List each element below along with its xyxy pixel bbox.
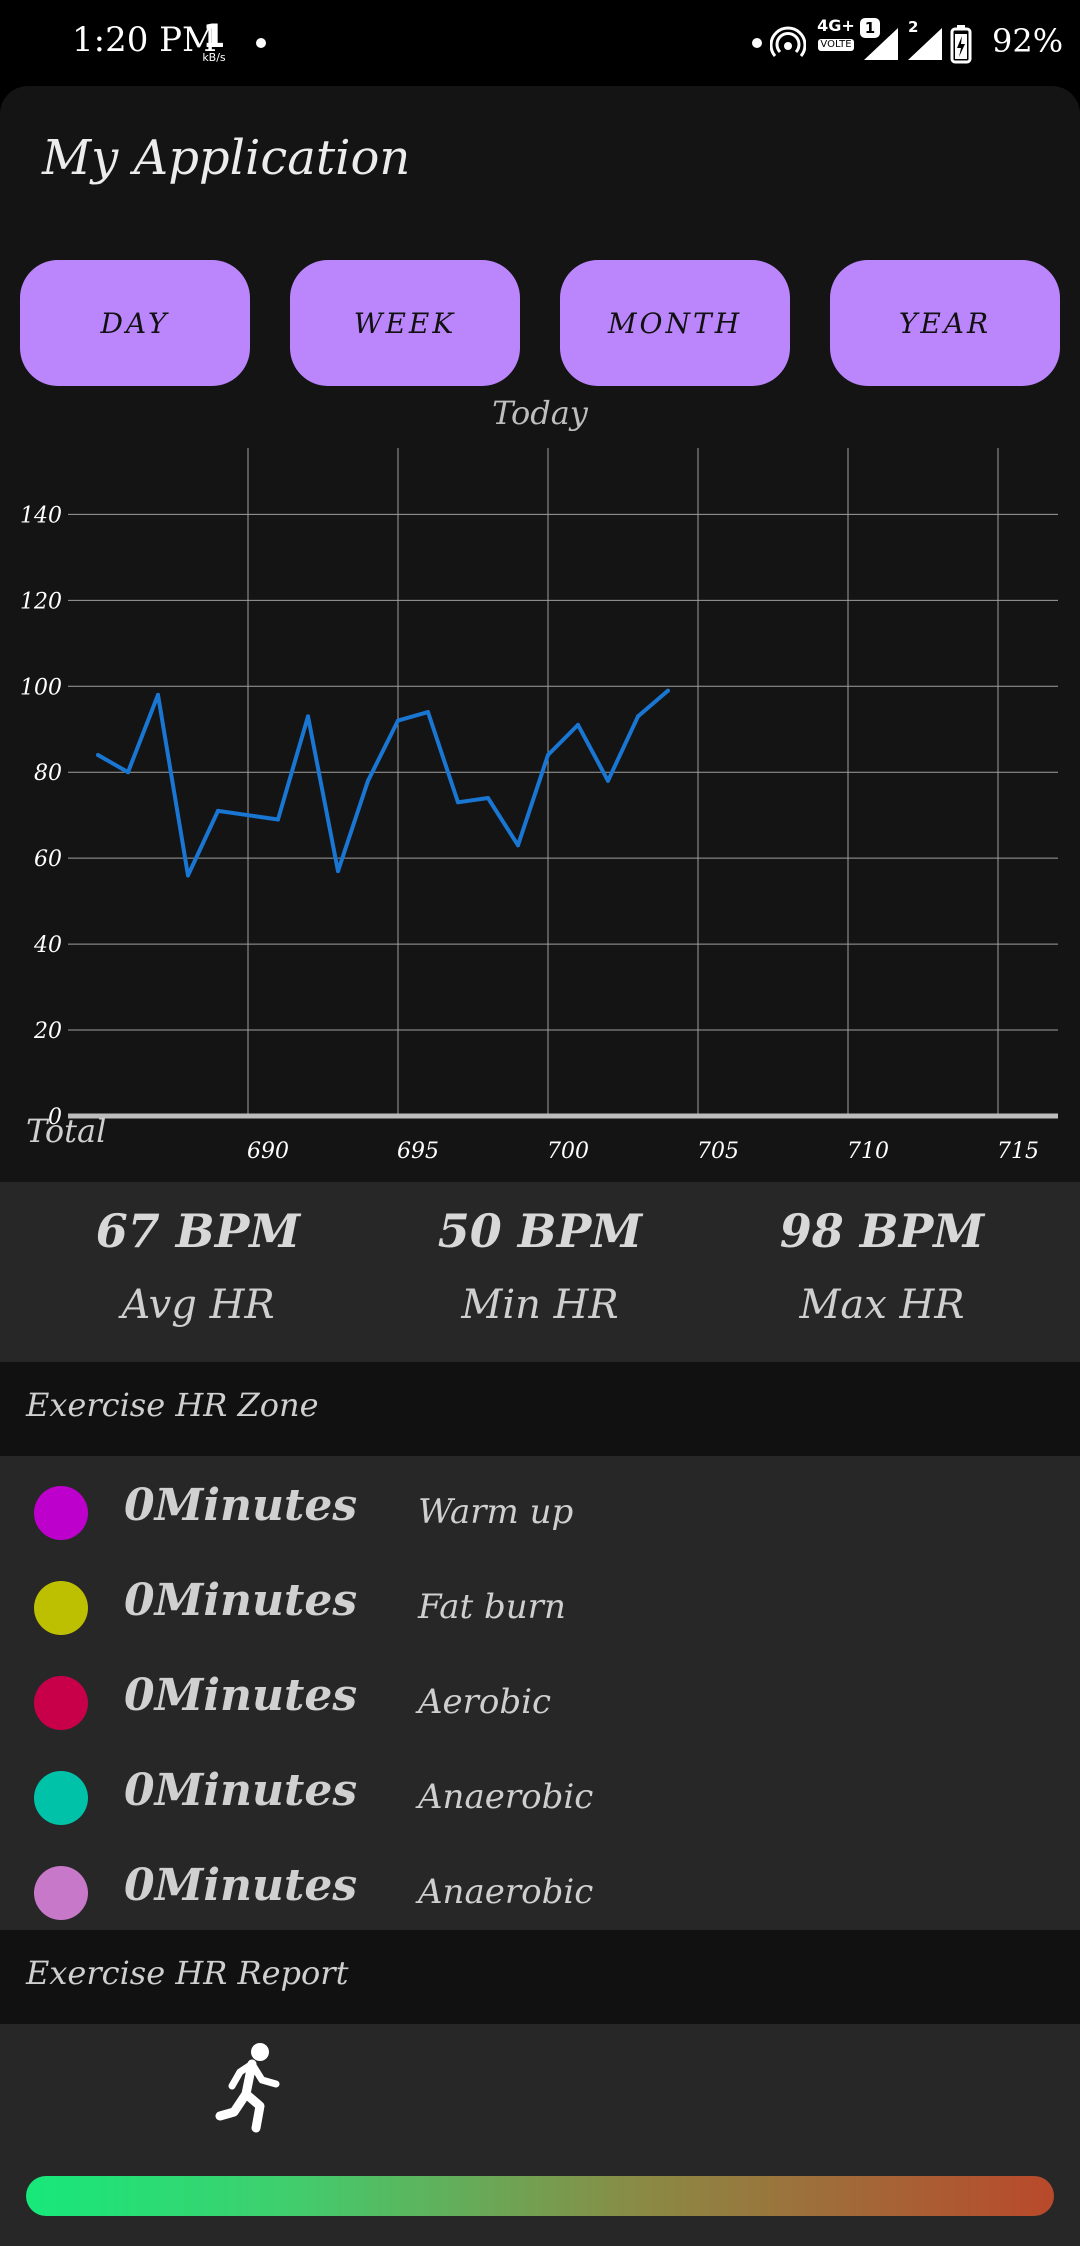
battery-charging-icon — [950, 25, 972, 64]
data-point — [576, 722, 580, 727]
status-bar: 1:20 PM 1 kB/s 4G+ VOLTE 1 2 92% — [0, 0, 1080, 86]
data-point — [156, 692, 160, 697]
data-point — [636, 714, 640, 719]
year-button[interactable]: YEAR — [830, 260, 1060, 386]
data-point — [216, 808, 220, 813]
avg-hr-label: Avg HR — [121, 1282, 275, 1328]
data-point — [96, 753, 100, 758]
report-panel — [0, 2024, 1080, 2246]
data-point — [366, 778, 370, 783]
hotspot-icon — [770, 26, 806, 57]
min-hr-label: Min HR — [461, 1282, 619, 1328]
y-tick-label: 60 — [34, 847, 62, 872]
data-point — [276, 817, 280, 822]
network-speed: 1 kB/s — [196, 20, 232, 64]
data-point — [516, 843, 520, 848]
app-surface: My Application DAY WEEK MONTH YEAR Today… — [0, 86, 1080, 2246]
zone-row-anaerobic-2: 0Minutes Anaerobic — [0, 1836, 1080, 1926]
avg-hr-value: 67 BPM — [95, 1204, 301, 1258]
heart-rate-chart[interactable]: 0 20 40 60 80 100 120 140 690 695 700 705 710 715 — [0, 446, 1080, 1186]
data-point — [126, 770, 130, 775]
zone-minutes: 0Minutes — [124, 1765, 358, 1816]
total-label: Total — [26, 1112, 107, 1150]
zone-row-anaerobic: 0Minutes Anaerobic — [0, 1741, 1080, 1831]
report-section-label: Exercise HR Report — [26, 1954, 349, 1992]
report-header: Exercise HR Report — [0, 1930, 1080, 2024]
zone-row-fat-burn: 0Minutes Fat burn — [0, 1551, 1080, 1641]
max-hr-value: 98 BPM — [779, 1204, 985, 1258]
zone-color-dot — [34, 1866, 88, 1920]
data-point — [186, 873, 190, 878]
battery-percentage: 92% — [992, 22, 1064, 60]
signal-strength-icon — [908, 28, 942, 60]
zone-color-dot — [34, 1486, 88, 1540]
x-tick-label: 705 — [697, 1139, 739, 1164]
volte-label: VOLTE — [818, 39, 854, 51]
day-button[interactable]: DAY — [20, 260, 250, 386]
zone-section-label: Exercise HR Zone — [26, 1386, 319, 1424]
data-point — [546, 753, 550, 758]
data-point — [486, 796, 490, 800]
x-tick-label: 715 — [997, 1139, 1039, 1164]
data-point — [306, 714, 310, 719]
sim1-badge: 1 — [860, 18, 880, 38]
network-speed-unit: kB/s — [202, 51, 226, 64]
app-title: My Application — [42, 130, 411, 186]
zone-header: Exercise HR Zone — [0, 1362, 1080, 1456]
stats-panel: 67 BPM Avg HR 50 BPM Min HR 98 BPM Max H… — [0, 1182, 1080, 1362]
zone-color-dot — [34, 1676, 88, 1730]
x-tick-label: 710 — [847, 1139, 889, 1164]
network-type-icon: 4G+ VOLTE — [814, 18, 858, 62]
zone-color-dot — [34, 1771, 88, 1825]
y-tick-label: 0 — [48, 1105, 62, 1130]
zone-minutes: 0Minutes — [124, 1575, 358, 1626]
zone-color-dot — [34, 1581, 88, 1635]
sim2-label: 2 — [908, 18, 919, 36]
month-button[interactable]: MONTH — [560, 260, 790, 386]
x-tick-label: 690 — [247, 1139, 289, 1164]
data-point — [396, 718, 400, 723]
week-button[interactable]: WEEK — [290, 260, 520, 386]
series-line — [97, 689, 670, 878]
zone-name: Warm up — [418, 1492, 574, 1532]
signal-strength-icon — [864, 28, 898, 60]
data-point — [456, 800, 460, 805]
notification-dot-icon — [256, 38, 266, 48]
notification-dot-icon — [752, 38, 762, 48]
y-tick-label: 20 — [33, 1019, 62, 1044]
status-time: 1:20 PM — [72, 20, 217, 60]
data-point — [246, 813, 250, 818]
data-point — [336, 869, 340, 874]
running-person-icon — [215, 2043, 280, 2133]
network-type-label: 4G+ — [817, 16, 855, 35]
network-speed-value: 1 — [202, 17, 226, 55]
chart-caption: Today — [492, 394, 588, 432]
zone-minutes: 0Minutes — [124, 1480, 358, 1531]
y-tick-label: 140 — [20, 503, 62, 528]
zone-name: Anaerobic — [418, 1777, 594, 1817]
y-tick-label: 120 — [20, 589, 62, 614]
x-tick-label: 700 — [547, 1139, 589, 1164]
data-point — [666, 688, 670, 693]
zone-minutes: 0Minutes — [124, 1860, 358, 1911]
zone-row-warm-up: 0Minutes Warm up — [0, 1456, 1080, 1546]
zone-name: Anaerobic — [418, 1872, 594, 1912]
x-tick-label: 695 — [397, 1139, 439, 1164]
zone-name: Aerobic — [418, 1682, 552, 1722]
data-point — [606, 778, 610, 783]
min-hr-value: 50 BPM — [437, 1204, 643, 1258]
y-tick-label: 100 — [20, 675, 62, 700]
hr-gradient-bar — [26, 2176, 1054, 2216]
zone-row-aerobic: 0Minutes Aerobic — [0, 1646, 1080, 1736]
y-tick-label: 40 — [33, 933, 62, 958]
zone-minutes: 0Minutes — [124, 1670, 358, 1721]
max-hr-label: Max HR — [799, 1282, 965, 1328]
zone-list: 0Minutes Warm up 0Minutes Fat burn 0Minu… — [0, 1456, 1080, 1930]
data-point — [426, 710, 430, 715]
y-tick-label: 80 — [34, 761, 62, 786]
zone-name: Fat burn — [418, 1587, 566, 1627]
